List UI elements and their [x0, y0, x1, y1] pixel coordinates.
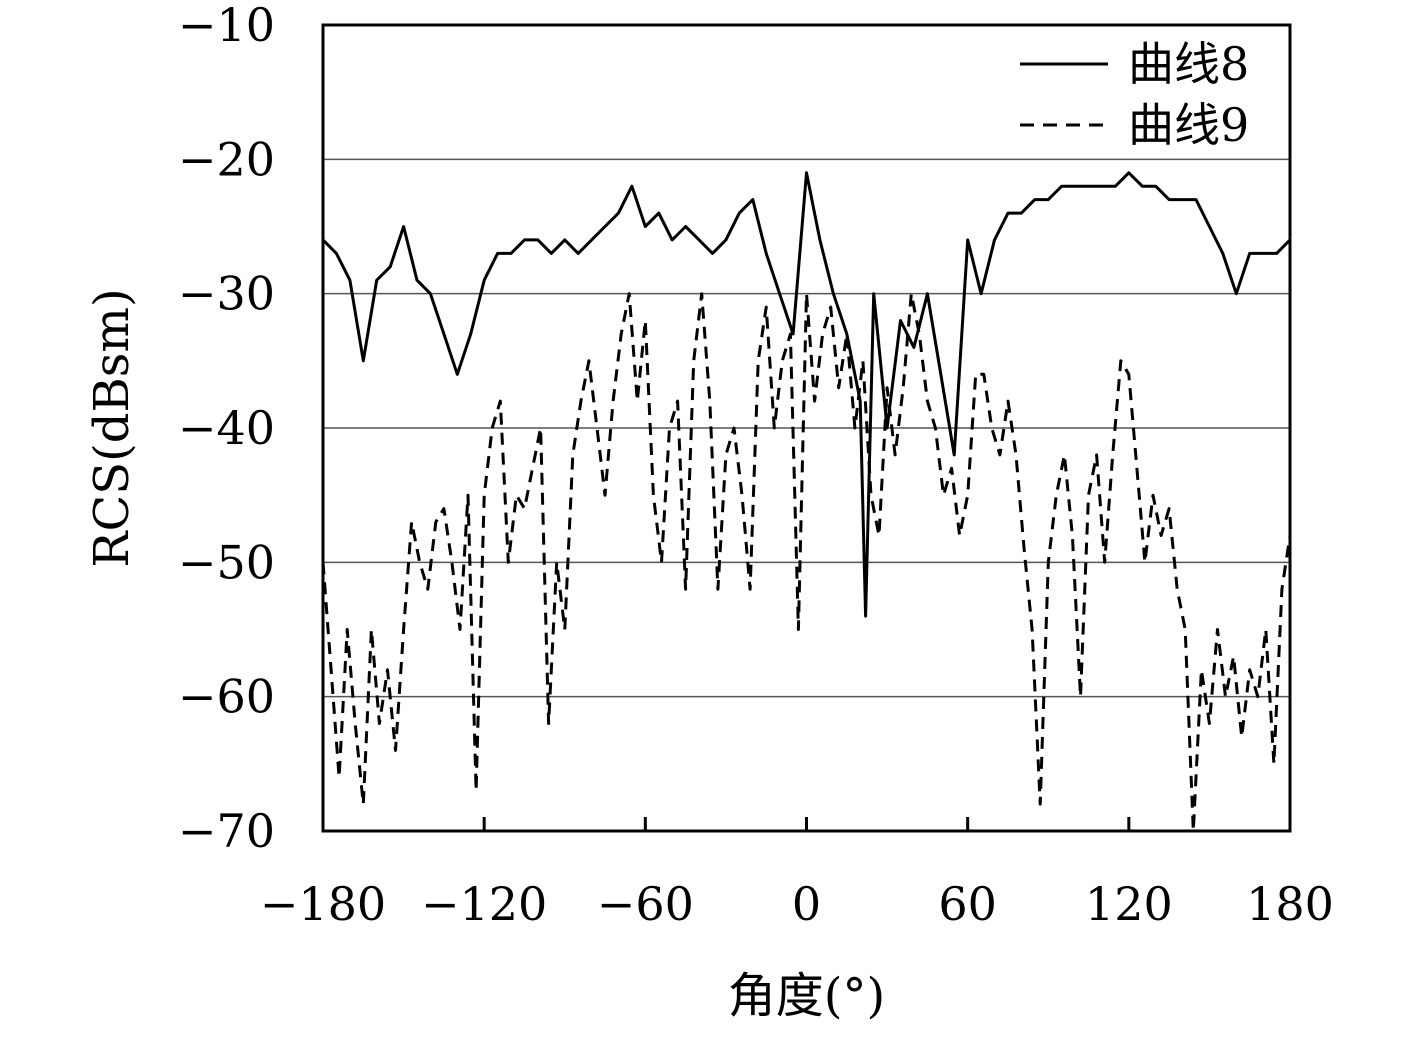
- grid-lines: [323, 158, 1290, 698]
- x-axis-title: 角度(°): [728, 968, 885, 1024]
- y-tick-label: −20: [178, 132, 275, 186]
- x-tick-label: 180: [1246, 877, 1334, 931]
- y-tick-label: −70: [178, 804, 275, 858]
- y-tick-label: −30: [178, 267, 275, 321]
- series-line-curve8: [323, 171, 1290, 618]
- legend-label-curve9: 曲线9: [1128, 98, 1249, 152]
- y-tick-label: −10: [178, 0, 275, 52]
- x-tick-label: 0: [792, 877, 821, 931]
- legend-label-curve8: 曲线8: [1128, 37, 1249, 91]
- tick-labels: −180 −120 −60 0 60 120 180 −10 −20 −30 −40 −50 −60 −7…: [178, 0, 1334, 931]
- x-tick-label: 120: [1085, 877, 1173, 931]
- x-tick-label: −60: [597, 877, 694, 931]
- series-line-curve9: [323, 292, 1290, 831]
- series-layer: [323, 171, 1290, 831]
- x-tick-label: −180: [260, 877, 386, 931]
- y-tick-label: −40: [178, 401, 275, 455]
- y-axis-title: RCS(dBsm): [84, 288, 140, 567]
- y-tick-label: −60: [178, 670, 275, 724]
- x-tick-label: −120: [421, 877, 547, 931]
- x-tick-label: 60: [938, 877, 997, 931]
- y-tick-label: −50: [178, 535, 275, 589]
- legend: 曲线8 曲线9: [1020, 37, 1249, 152]
- axis-ticks: [321, 817, 1292, 831]
